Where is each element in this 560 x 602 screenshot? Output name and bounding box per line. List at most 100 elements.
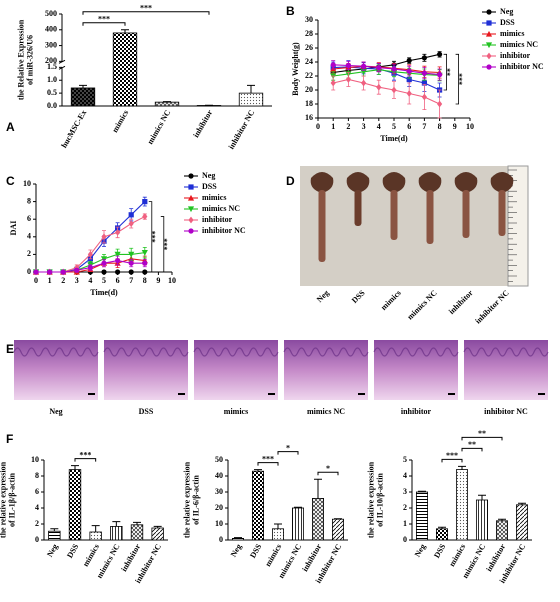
- specimen-label: Neg: [315, 288, 331, 304]
- point: [361, 79, 367, 87]
- error-bar: [112, 521, 121, 527]
- series-line: [333, 65, 440, 74]
- point: [421, 93, 427, 101]
- x-tick-label: 8: [143, 276, 147, 285]
- y-tick-label: 1: [403, 519, 407, 528]
- x-tick-label: inhibitor: [191, 108, 214, 139]
- x-tick-label: 10: [466, 122, 474, 131]
- y-tick-label: 0: [219, 535, 223, 544]
- y-tick-label: 10: [215, 519, 223, 528]
- error-bar: [458, 465, 466, 470]
- slide-image: [14, 340, 98, 400]
- specimen-label: inhibitor: [447, 288, 475, 316]
- significance-label: *: [286, 443, 290, 452]
- significance-label: ***: [163, 238, 172, 250]
- bar: [110, 526, 123, 541]
- x-tick-label: Neg: [413, 542, 427, 558]
- y-tick-label: 8: [35, 471, 39, 480]
- legend-label: mimics NC: [500, 40, 538, 49]
- point: [406, 90, 412, 97]
- y-tick-label: 16: [305, 113, 313, 122]
- legend-label: inhibitor: [202, 215, 233, 224]
- point: [345, 62, 351, 69]
- legend-marker: [188, 173, 194, 179]
- point: [87, 265, 93, 271]
- error-bar: [91, 525, 100, 532]
- y-tick-label: 10: [31, 455, 39, 464]
- significance-bracket: [317, 471, 339, 476]
- x-tick-label: 8: [438, 122, 442, 131]
- point: [114, 251, 121, 258]
- x-tick-label: 2: [61, 276, 65, 285]
- point: [345, 76, 351, 83]
- point: [128, 212, 134, 218]
- colon-tube: [498, 190, 506, 236]
- legend-marker: [187, 206, 195, 213]
- legend-marker: [486, 20, 492, 26]
- point: [115, 257, 121, 264]
- y-axis-label: the relative expressionof IL-10/β-actin: [366, 461, 384, 538]
- x-tick-label: mimics: [81, 542, 101, 568]
- x-tick-label: 0: [34, 276, 38, 285]
- legend-label: DSS: [202, 182, 217, 191]
- legend-marker: [486, 64, 492, 70]
- slide-label: Neg: [49, 407, 62, 416]
- slide-image: [464, 340, 548, 400]
- error-bar: [79, 84, 87, 88]
- point: [142, 260, 148, 266]
- significance-label: **: [468, 440, 476, 449]
- y-tick-label: 4: [35, 503, 39, 512]
- point: [142, 269, 148, 275]
- colon-tube: [390, 190, 398, 240]
- bar: [415, 491, 428, 541]
- bar: [231, 538, 244, 541]
- significance-bracket: [257, 462, 279, 466]
- x-tick-label: Neg: [45, 542, 59, 558]
- legend-label: inhibitor: [500, 51, 531, 60]
- point: [437, 72, 443, 78]
- y-tick-label: 30: [215, 487, 223, 496]
- bar: [251, 470, 264, 541]
- x-tick-label: 1: [48, 276, 52, 285]
- point: [406, 68, 412, 74]
- x-tick-label: 0: [316, 122, 320, 131]
- bar: [455, 469, 468, 541]
- x-tick-label: DSS: [432, 542, 447, 560]
- y-tick-label: 26: [305, 43, 313, 52]
- x-tick-label: 3: [362, 122, 366, 131]
- slide-texture: [103, 347, 189, 357]
- x-tick-label: 4: [377, 122, 381, 131]
- y-tick-label: 1.0: [47, 75, 57, 84]
- error-bar: [50, 528, 59, 532]
- bar: [48, 530, 61, 541]
- x-axis-label: Time(d): [380, 134, 408, 143]
- y-axis-label: the Relative Expressionof miR-326/U6: [16, 19, 34, 100]
- y-axis-label-line: of IL-10/β-actin: [375, 473, 384, 527]
- legend-marker: [486, 52, 492, 60]
- point: [330, 79, 336, 87]
- slide-texture: [283, 347, 369, 357]
- y-tick-label: 18: [305, 99, 313, 108]
- bar: [238, 92, 264, 107]
- x-tick-label: 9: [156, 276, 160, 285]
- colon-tube: [462, 190, 470, 238]
- x-axis-label: Time(d): [90, 288, 118, 297]
- point: [421, 55, 427, 61]
- bar: [68, 469, 82, 541]
- x-tick-label: DSS: [65, 542, 80, 560]
- x-tick-label: hucMSC-Ex: [59, 108, 88, 149]
- colon-head: [490, 172, 514, 192]
- y-tick-label: 2: [27, 249, 31, 258]
- bar: [331, 518, 344, 541]
- legend-label: inhibitor NC: [500, 62, 544, 71]
- point: [391, 86, 397, 94]
- point: [330, 62, 336, 68]
- legend-label: mimics: [500, 29, 524, 38]
- error-bar: [498, 518, 506, 521]
- error-bar: [314, 478, 322, 499]
- y-tick-label: 0.0: [47, 101, 57, 110]
- specimen-label: DSS: [350, 288, 367, 305]
- legend-marker: [486, 9, 492, 15]
- significance-label: ***: [98, 15, 110, 24]
- bar: [311, 497, 324, 541]
